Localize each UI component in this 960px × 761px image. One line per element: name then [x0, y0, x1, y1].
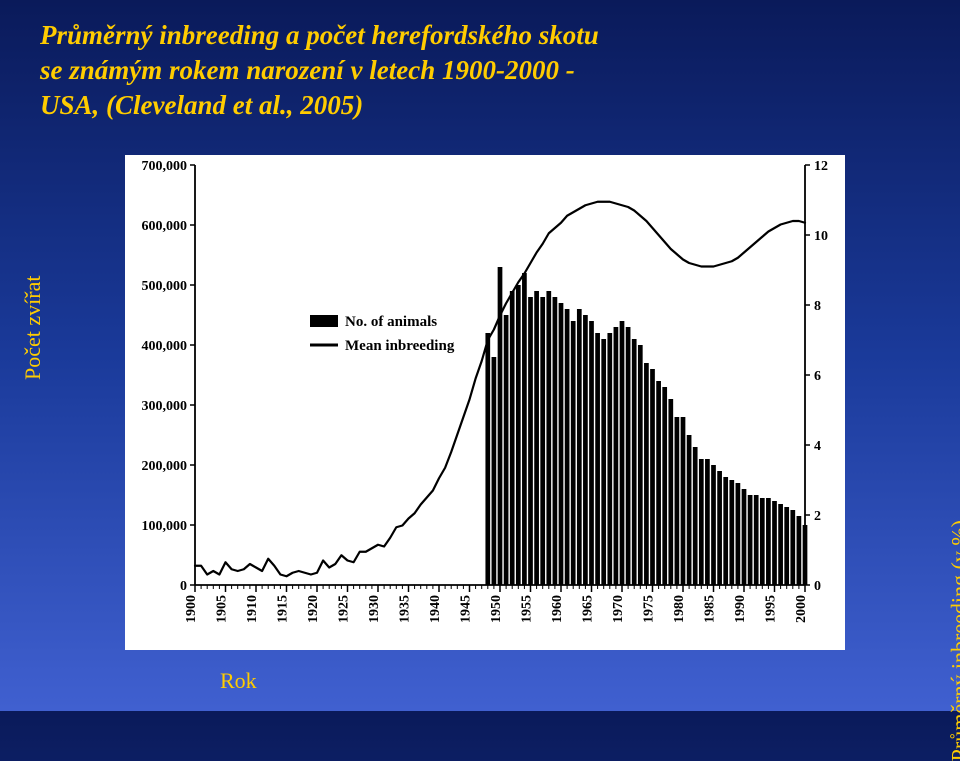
svg-text:1965: 1965 [581, 595, 596, 623]
y-right-axis-label: Průměrný inbreeding (v %) [946, 520, 960, 761]
svg-text:1920: 1920 [306, 595, 321, 623]
svg-text:1960: 1960 [550, 595, 565, 623]
svg-text:1985: 1985 [703, 595, 718, 623]
svg-text:500,000: 500,000 [142, 279, 188, 294]
svg-text:No. of animals: No. of animals [345, 314, 437, 330]
svg-text:Mean inbreeding: Mean inbreeding [345, 338, 455, 354]
svg-text:1940: 1940 [428, 595, 443, 623]
svg-text:300,000: 300,000 [142, 399, 188, 414]
svg-text:1995: 1995 [764, 595, 779, 623]
title-line-2: se známým rokem narození v letech 1900-2… [40, 53, 920, 88]
y-left-axis-label: Počet zvířat [20, 276, 46, 380]
svg-text:600,000: 600,000 [142, 219, 188, 234]
svg-text:0: 0 [814, 579, 821, 594]
svg-text:1900: 1900 [184, 595, 199, 623]
svg-text:10: 10 [814, 229, 828, 244]
svg-text:0: 0 [180, 579, 187, 594]
svg-text:12: 12 [814, 159, 828, 174]
svg-text:200,000: 200,000 [142, 459, 188, 474]
svg-text:700,000: 700,000 [142, 159, 188, 174]
chart-title: Průměrný inbreeding a počet herefordskéh… [40, 18, 920, 123]
svg-text:1910: 1910 [245, 595, 260, 623]
title-line-3: USA, (Cleveland et al., 2005) [40, 88, 920, 123]
svg-text:8: 8 [814, 299, 821, 314]
svg-text:1915: 1915 [276, 595, 291, 623]
chart-canvas: 0 100,000 200,000 300,000 400,000 500,000 600,… [125, 155, 845, 650]
svg-text:1945: 1945 [459, 595, 474, 623]
x-axis-label: Rok [220, 668, 257, 694]
title-line-1: Průměrný inbreeding a počet herefordskéh… [40, 18, 920, 53]
svg-text:1935: 1935 [398, 595, 413, 623]
svg-text:4: 4 [814, 439, 821, 454]
svg-text:2000: 2000 [794, 595, 809, 623]
svg-text:1950: 1950 [489, 595, 504, 623]
svg-text:1925: 1925 [337, 595, 352, 623]
svg-text:2: 2 [814, 509, 821, 524]
svg-text:1905: 1905 [215, 595, 230, 623]
svg-text:1970: 1970 [611, 595, 626, 623]
svg-text:1930: 1930 [367, 595, 382, 623]
svg-text:6: 6 [814, 369, 821, 384]
svg-text:1975: 1975 [642, 595, 657, 623]
svg-text:1980: 1980 [672, 595, 687, 623]
svg-text:400,000: 400,000 [142, 339, 188, 354]
svg-text:100,000: 100,000 [142, 519, 188, 534]
svg-text:1990: 1990 [733, 595, 748, 623]
svg-text:1955: 1955 [520, 595, 535, 623]
